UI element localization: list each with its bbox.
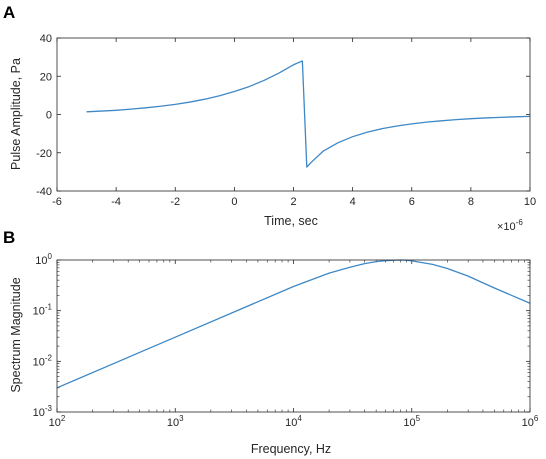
y-tick-label: 40: [40, 33, 52, 45]
x-tick-label: 104: [285, 414, 302, 429]
x-tick-label: 102: [49, 414, 66, 429]
chart-b-axes-frame: [56, 259, 531, 413]
x-tick-label: 106: [522, 414, 539, 429]
chart-b-y-axis-label: Spectrum Magnitude: [9, 277, 23, 392]
x-tick-label: 103: [167, 414, 184, 429]
panel-label-b: B: [3, 228, 15, 247]
chart-a-y-axis-label: Pulse Amplitude, Pa: [9, 58, 23, 170]
chart-b-x-axis-label: Frequency, Hz: [251, 442, 331, 456]
y-tick-label: -40: [36, 186, 52, 198]
chart-a-series-line: [86, 60, 531, 168]
x-tick-label: 10: [524, 196, 536, 208]
x-tick-label: 105: [403, 414, 420, 429]
chart-a-x-exponent: ×10-6: [497, 218, 523, 233]
y-tick-label: 20: [40, 71, 52, 83]
x-tick-label: 8: [468, 196, 474, 208]
y-tick-label: 10-2: [33, 353, 53, 368]
chart-b-plot-area: [57, 260, 530, 412]
x-tick-label: 6: [409, 196, 415, 208]
y-tick-label: -20: [36, 148, 52, 160]
chart-a-x-axis-label: Time, sec: [264, 214, 318, 228]
x-tick-label: -2: [170, 196, 180, 208]
y-tick-label: 100: [35, 252, 52, 267]
x-tick-label: -4: [111, 196, 121, 208]
y-tick-label: 10-1: [33, 303, 53, 318]
y-tick-label: 0: [46, 110, 52, 122]
x-tick-label: 0: [231, 196, 237, 208]
x-tick-label: -6: [52, 196, 62, 208]
chart-a-plot-area: [57, 38, 530, 191]
chart-a-axes-frame: [56, 37, 531, 192]
panel-label-a: A: [3, 3, 15, 22]
y-tick-label: 10-3: [33, 404, 53, 419]
x-tick-label: 4: [350, 196, 356, 208]
x-tick-label: 2: [290, 196, 296, 208]
spectrum-magnitude-chart: 102 103 104 105 106 10-3 10-2 10-1 100: [33, 252, 539, 429]
